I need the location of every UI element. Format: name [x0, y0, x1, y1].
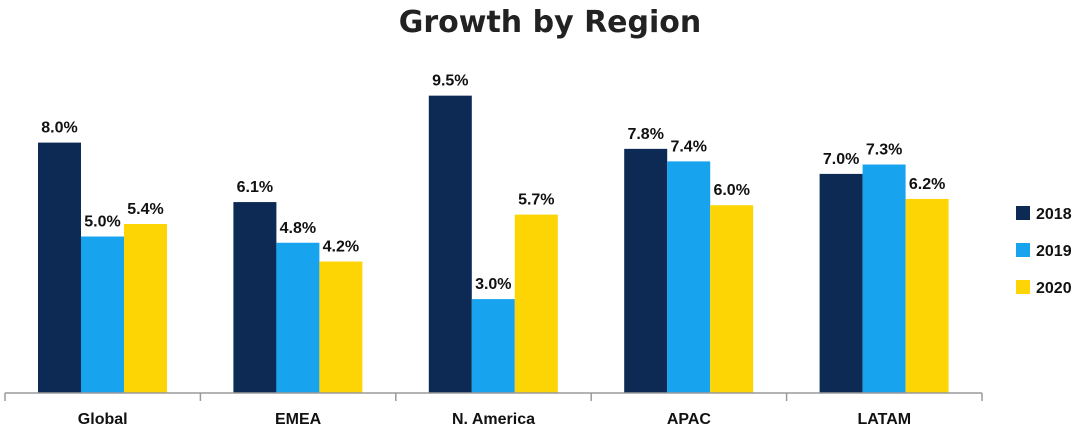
- bar-2019-emea: [276, 242, 320, 393]
- legend-label: 2020: [1036, 280, 1072, 297]
- data-label: 8.0%: [41, 120, 77, 137]
- data-label: 4.8%: [280, 220, 316, 237]
- x-tick-label: APAC: [667, 411, 712, 428]
- data-label: 6.0%: [713, 182, 749, 199]
- bar-2018-emea: [233, 202, 277, 393]
- legend-swatch: [1016, 243, 1030, 257]
- value-labels-group: 8.0% 5.0% 5.4% 6.1% 4.8% 4.2% 9.5% 3.0% 5.7% 7.8%…: [41, 73, 945, 293]
- bar-2020-latam: [905, 198, 949, 393]
- bar-2019-n-america: [471, 299, 515, 393]
- bar-2019-apac: [667, 161, 711, 393]
- legend: 2018 2019 2020: [1016, 206, 1072, 297]
- data-label: 4.2%: [323, 239, 359, 256]
- chart-title: Growth by Region: [399, 5, 702, 40]
- legend-label: 2018: [1036, 206, 1072, 223]
- data-label: 7.8%: [627, 126, 663, 143]
- bars-group: [38, 95, 949, 394]
- data-label: 7.4%: [670, 138, 706, 155]
- bar-2019-global: [81, 236, 124, 393]
- x-tick-label: Global: [78, 411, 128, 428]
- legend-label: 2019: [1036, 243, 1072, 260]
- data-label: 9.5%: [432, 73, 468, 90]
- data-label: 6.2%: [909, 176, 945, 193]
- bar-2020-emea: [319, 261, 363, 393]
- bar-2018-global: [38, 142, 81, 393]
- data-label: 3.0%: [475, 276, 511, 293]
- legend-swatch: [1016, 206, 1030, 220]
- x-axis: Global EMEA N. America APAC LATAM: [4, 392, 983, 428]
- data-label: 5.7%: [518, 192, 554, 209]
- x-tick-label: EMEA: [275, 411, 322, 428]
- legend-swatch: [1016, 280, 1030, 294]
- x-tick-label: LATAM: [857, 411, 911, 428]
- bar-2018-latam: [819, 173, 863, 393]
- bar-2020-apac: [710, 205, 754, 393]
- x-tick-label: N. America: [452, 411, 535, 428]
- data-label: 7.0%: [823, 151, 859, 168]
- data-label: 6.1%: [237, 179, 273, 196]
- bar-2019-latam: [862, 164, 906, 393]
- bar-2020-global: [124, 223, 167, 393]
- data-label: 5.4%: [127, 201, 163, 218]
- data-label: 5.0%: [84, 214, 120, 231]
- data-label: 7.3%: [866, 142, 902, 159]
- bar-2020-n-america: [514, 214, 558, 393]
- bar-2018-n-america: [428, 95, 472, 394]
- bar-2018-apac: [624, 148, 668, 393]
